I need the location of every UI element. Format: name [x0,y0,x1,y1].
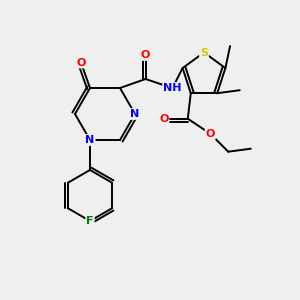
Text: O: O [159,114,169,124]
Text: N: N [85,135,94,145]
Text: O: O [141,50,150,60]
Text: F: F [86,216,94,226]
Text: NH: NH [163,83,182,93]
Text: O: O [206,129,215,139]
Text: O: O [76,58,86,68]
Text: N: N [130,109,140,119]
Text: S: S [200,47,208,58]
